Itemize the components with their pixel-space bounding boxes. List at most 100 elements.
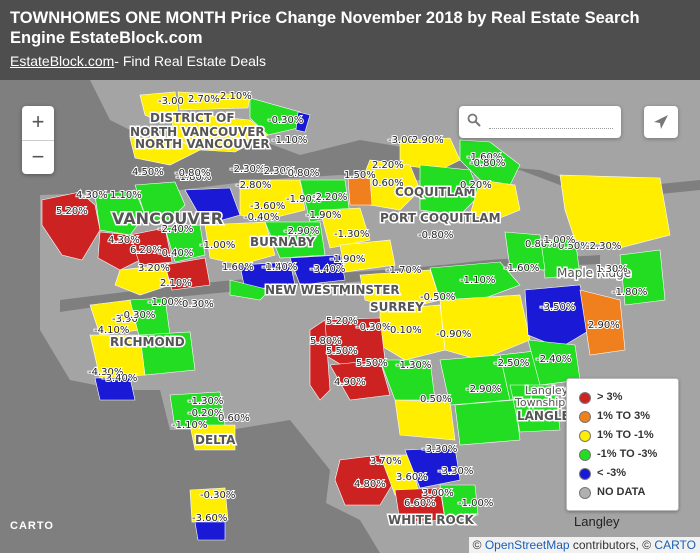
price-change-label: -3.00 xyxy=(388,135,414,146)
price-change-label: 3.70% xyxy=(370,456,402,467)
price-change-label: -2.50% xyxy=(494,358,529,369)
price-change-label: -1.90% xyxy=(306,210,341,221)
region-pitt-west[interactable] xyxy=(504,231,546,271)
region-tsawwassen[interactable] xyxy=(189,487,229,523)
carto-link[interactable]: CARTO xyxy=(654,538,696,552)
price-change-label: -0.80% xyxy=(284,168,319,179)
price-change-label: -2.40% xyxy=(536,354,571,365)
region-white-rock[interactable] xyxy=(394,487,446,523)
place-label: VANCOUVER xyxy=(112,209,223,228)
estateblock-link[interactable]: EstateBlock.com xyxy=(10,53,115,69)
region-van-east[interactable] xyxy=(164,224,206,263)
price-change-label: -3.60% xyxy=(250,201,285,212)
region-north-van-east[interactable] xyxy=(249,97,301,136)
region-fleetwood[interactable] xyxy=(439,294,531,361)
region-pc-east[interactable] xyxy=(469,179,521,221)
place-label: PORT COQUITLAM xyxy=(380,211,501,225)
legend-label: 1% TO -1% xyxy=(597,429,654,441)
region-wr-east[interactable] xyxy=(439,484,479,519)
price-change-label: 4.80% xyxy=(354,479,386,490)
region-north-van-west[interactable] xyxy=(139,91,179,123)
legend-swatch xyxy=(579,449,591,461)
place-label: DISTRICT OF xyxy=(150,111,235,125)
price-change-label: -1.40% xyxy=(262,262,297,273)
region-coq-orange[interactable] xyxy=(347,177,373,206)
price-change-label: -0.30% xyxy=(356,322,391,333)
region-cloverdale[interactable] xyxy=(379,359,436,401)
region-nv-blue[interactable] xyxy=(295,111,311,133)
region-maple-ridge-east[interactable] xyxy=(619,249,666,306)
search-input[interactable] xyxy=(489,114,613,129)
price-change-label: -3.60% xyxy=(192,513,227,524)
price-change-label: 0.50% xyxy=(420,394,452,405)
place-label: COQUITLAM xyxy=(395,185,475,199)
region-coq-north[interactable] xyxy=(399,137,461,171)
region-van-west[interactable] xyxy=(94,189,146,236)
price-change-label: -0.40% xyxy=(158,248,193,259)
region-oakridge[interactable] xyxy=(129,227,173,266)
region-north-van-district[interactable] xyxy=(177,91,251,111)
header-banner: TOWNHOMES ONE MONTH Price Change Novembe… xyxy=(0,0,700,80)
osm-link[interactable]: OpenStreetMap xyxy=(484,538,570,552)
price-change-label: 0.50% xyxy=(558,241,590,252)
price-change-label: 6.20% xyxy=(130,245,162,256)
region-surrey-ne[interactable] xyxy=(429,261,521,301)
zoom-control: + − xyxy=(22,106,54,174)
region-delta[interactable] xyxy=(189,424,236,451)
region-metrotown[interactable] xyxy=(264,221,326,259)
price-change-label: -0.80% xyxy=(175,168,210,179)
price-change-label: 0.10% xyxy=(390,325,422,336)
region-surrey-south[interactable] xyxy=(394,399,456,441)
region-morgan[interactable] xyxy=(454,399,521,446)
place-label: BURNABY xyxy=(250,235,315,249)
region-tsawwassen-blue[interactable] xyxy=(194,521,226,541)
region-new-west-north[interactable] xyxy=(289,254,346,286)
region-pitt-meadows[interactable] xyxy=(559,174,671,249)
legend-label: < -3% xyxy=(597,467,627,479)
region-burnaby-east[interactable] xyxy=(319,207,371,249)
region-ubc[interactable] xyxy=(41,191,101,261)
region-richmond-east[interactable] xyxy=(139,331,196,376)
price-change-label: 6.60% xyxy=(404,498,436,509)
page-title: TOWNHOMES ONE MONTH Price Change Novembe… xyxy=(10,9,640,47)
price-change-label: 2.10% xyxy=(160,278,192,289)
region-queensborough[interactable] xyxy=(339,239,396,273)
price-change-label: 2.90% xyxy=(412,135,444,146)
legend-swatch xyxy=(579,411,591,423)
region-kerrisdale[interactable] xyxy=(97,231,141,271)
region-steveston[interactable] xyxy=(94,377,136,401)
legend-swatch xyxy=(579,430,591,442)
price-change-label: -3.90 xyxy=(112,314,138,325)
price-change-label: -2.90% xyxy=(466,384,501,395)
region-surrey-north[interactable] xyxy=(359,269,441,311)
region-killarney[interactable] xyxy=(164,257,211,291)
region-burnaby-south[interactable] xyxy=(239,261,296,291)
price-change-label: 5.50% xyxy=(326,346,358,357)
region-burnaby-hts[interactable] xyxy=(239,179,306,221)
region-burnaby-central[interactable] xyxy=(204,221,276,266)
region-wr-ne[interactable] xyxy=(404,447,461,489)
price-change-label: 4.90% xyxy=(334,377,366,388)
price-change-label: -1.00% xyxy=(540,235,575,246)
locate-button[interactable] xyxy=(644,106,678,138)
region-ladner-east[interactable] xyxy=(309,319,331,401)
zoom-in-button[interactable]: + xyxy=(31,109,45,134)
price-change-label: -1.30% xyxy=(188,396,223,407)
region-bby-green[interactable] xyxy=(229,279,271,301)
price-change-label: -2.40% xyxy=(158,224,193,235)
region-marpole[interactable] xyxy=(114,264,171,296)
price-change-label: -2.30% xyxy=(586,241,621,252)
region-west-van[interactable] xyxy=(129,137,201,166)
region-van-central[interactable] xyxy=(134,181,186,226)
price-change-label: 0.30% xyxy=(182,299,214,310)
attribution-text: © xyxy=(472,538,485,552)
price-change-label: -1.30% xyxy=(334,229,369,240)
region-north-van-city[interactable] xyxy=(169,111,269,153)
region-panorama[interactable] xyxy=(329,359,391,401)
region-langley-city[interactable] xyxy=(509,384,561,433)
region-port-coq[interactable] xyxy=(419,164,481,216)
region-fort-langley[interactable] xyxy=(579,289,626,356)
zoom-out-button[interactable]: − xyxy=(22,140,54,175)
region-walnut-grove[interactable] xyxy=(524,284,591,349)
